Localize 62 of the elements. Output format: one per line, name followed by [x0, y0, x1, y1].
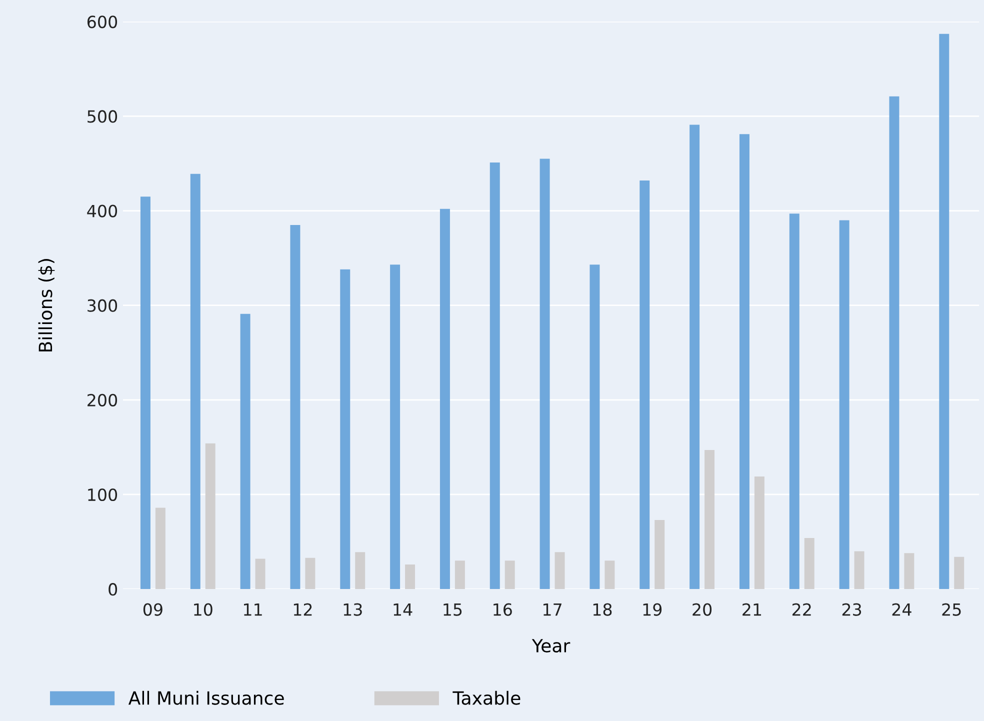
bar [504, 560, 515, 590]
y-tick-label: 500 [88, 110, 118, 123]
bar [739, 134, 750, 590]
x-tick-label: 23 [842, 603, 862, 616]
bar [290, 224, 300, 590]
x-tick-label: 14 [394, 603, 412, 616]
x-tick-label: 16 [494, 603, 512, 616]
bar [440, 208, 450, 590]
y-tick-label: 600 [87, 16, 118, 28]
bar [540, 158, 550, 590]
bar [355, 552, 366, 590]
x-tick-label: 09 [143, 603, 162, 616]
bar [854, 551, 864, 590]
x-tick-label: 21 [742, 603, 762, 616]
bar [405, 564, 416, 590]
x-axis-title: Year [532, 639, 570, 652]
x-tick-label: 10 [194, 603, 212, 616]
x-tick-label: 11 [244, 603, 262, 616]
bar [305, 558, 316, 590]
bar [839, 220, 850, 590]
y-axis-title: Billions ($) [38, 259, 55, 352]
bar [490, 162, 500, 590]
x-tick-label: 20 [692, 603, 712, 616]
bar [205, 443, 216, 590]
bar [654, 520, 665, 590]
legend-label: All Muni Issuance [128, 690, 284, 705]
bar [690, 124, 700, 590]
y-tick-label: 400 [87, 204, 118, 218]
bar [190, 174, 200, 590]
x-tick-label: 15 [444, 603, 462, 616]
bar [340, 269, 350, 590]
bar [240, 314, 250, 590]
bar [454, 560, 465, 590]
bar [804, 538, 814, 590]
y-tick-label: 300 [88, 299, 118, 312]
x-tick-label: 13 [344, 603, 362, 616]
bar [904, 553, 914, 590]
x-tick-label: 18 [593, 603, 612, 616]
bar [155, 508, 166, 590]
bar [889, 96, 900, 590]
bar [140, 196, 150, 590]
bar [789, 214, 800, 590]
bar [255, 558, 266, 590]
bar [554, 552, 565, 590]
y-tick-label: 200 [88, 394, 118, 406]
bar [754, 476, 764, 590]
bar [640, 180, 650, 590]
x-tick-label: 17 [544, 603, 562, 616]
x-tick-label: 22 [792, 603, 811, 616]
bar [390, 264, 400, 590]
legend-label: Taxable [452, 690, 520, 705]
x-tick-label: 25 [942, 603, 961, 616]
bar [954, 556, 964, 590]
bar [590, 264, 600, 590]
bar [604, 560, 615, 590]
y-tick-label: 0 [108, 583, 118, 596]
x-tick-label: 24 [892, 603, 912, 616]
y-tick-label: 100 [88, 488, 118, 502]
bar [704, 450, 715, 590]
x-tick-label: 19 [643, 603, 662, 616]
bar [939, 34, 950, 590]
x-tick-label: 12 [294, 603, 312, 616]
